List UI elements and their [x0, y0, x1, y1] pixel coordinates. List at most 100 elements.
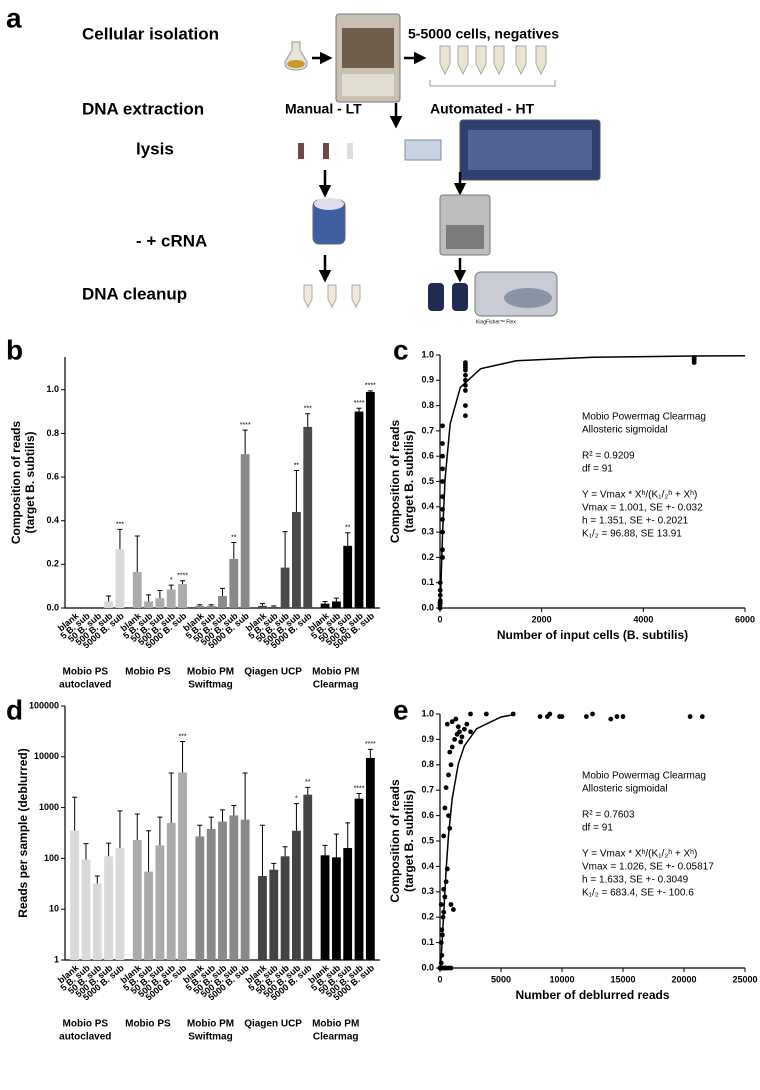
- y-tick-label: 0.5: [421, 476, 434, 486]
- point: [438, 902, 444, 907]
- error-bar: [72, 796, 78, 831]
- bar: [343, 848, 353, 960]
- bar: [354, 798, 364, 960]
- point: [463, 413, 468, 419]
- bar: [104, 856, 114, 960]
- group-label: Mobio PM: [187, 1019, 234, 1030]
- annotation: Allosteric sigmoidal: [582, 425, 668, 436]
- bar: [115, 549, 125, 608]
- point: [439, 952, 445, 958]
- error-bar: [345, 822, 351, 849]
- point: [452, 737, 458, 742]
- bar: [195, 605, 205, 608]
- point: [510, 711, 516, 717]
- step-label: Cellular isolation: [82, 24, 219, 43]
- group-label: Mobio PM: [312, 1019, 359, 1030]
- magnetic-processor-bay: [446, 225, 484, 249]
- y-tick-label: 0.4: [421, 861, 434, 871]
- point: [457, 729, 462, 735]
- y-tick-label: 0.4: [421, 501, 434, 511]
- point: [451, 907, 456, 912]
- point: [453, 716, 459, 722]
- error-bar: [94, 875, 100, 884]
- error-bar: [117, 528, 123, 550]
- y-tick-label: 1: [54, 954, 59, 964]
- x-tick-label: 6000: [735, 614, 755, 624]
- x-tick-label: 25000: [732, 974, 757, 984]
- x-axis-label: Number of deblurred reads: [515, 988, 669, 1002]
- point: [584, 714, 589, 719]
- point: [440, 914, 446, 920]
- point: [463, 403, 468, 408]
- group-label: Mobio PM: [312, 667, 359, 678]
- x-tick-label: 2000: [532, 614, 552, 624]
- bar: [144, 871, 153, 960]
- step-label: lysis: [136, 139, 174, 158]
- error-bar: [259, 603, 265, 606]
- point: [440, 555, 445, 560]
- error-bar: [305, 786, 311, 795]
- error-bar: [356, 407, 362, 412]
- flask-liquid: [287, 60, 305, 68]
- point: [447, 825, 453, 831]
- panel-label: b: [6, 334, 23, 365]
- point: [614, 714, 620, 719]
- y-axis-label: (target B. subtilis): [23, 431, 37, 533]
- error-bar: [322, 844, 328, 856]
- branch-label: Automated - HT: [430, 101, 535, 117]
- y-tick-label: 0.0: [421, 602, 434, 612]
- significance: ****: [177, 573, 188, 580]
- annotation: K₁/₂ = 683.4, SE +- 100.6: [582, 888, 694, 899]
- point: [608, 716, 614, 722]
- group-label: Mobio PS: [125, 1019, 171, 1030]
- annotation: Allosteric sigmoidal: [582, 784, 668, 795]
- point: [444, 866, 450, 872]
- annotation: R² = 0.9209: [582, 451, 635, 462]
- bar: [240, 819, 250, 960]
- point: [442, 805, 448, 811]
- annotation: h = 1.351, SE +- 0.2021: [582, 516, 689, 527]
- annotation: Vmax = 1.026, SE +- 0.05817: [582, 862, 714, 873]
- bar: [258, 605, 267, 608]
- bar: [195, 836, 205, 960]
- point: [437, 600, 443, 606]
- point: [440, 547, 445, 553]
- point: [440, 479, 445, 484]
- error-bar: [271, 862, 277, 870]
- group-label: Mobio PS: [125, 667, 171, 678]
- point: [440, 466, 445, 472]
- significance: ****: [354, 785, 365, 792]
- y-tick-label: 1000: [39, 802, 59, 812]
- bar: [292, 830, 301, 960]
- sorter-base: [342, 74, 394, 96]
- branch-label: Manual - LT: [285, 101, 362, 117]
- point: [547, 711, 553, 717]
- cleanup-tubes: [303, 284, 361, 309]
- y-axis-label: Composition of reads: [9, 421, 23, 545]
- point: [441, 886, 447, 892]
- significance: ****: [365, 383, 376, 390]
- group-label: Clearmag: [313, 1032, 359, 1043]
- point: [446, 772, 451, 778]
- error-bar: [220, 587, 225, 596]
- group-label: Clearmag: [313, 680, 359, 691]
- bar: [104, 601, 114, 608]
- point: [463, 377, 468, 383]
- significance: ***: [178, 733, 186, 740]
- error-bar: [282, 531, 288, 568]
- significance: *: [170, 577, 173, 584]
- y-axis-label: (target B. subtilis): [402, 430, 416, 532]
- point: [441, 909, 447, 915]
- bar: [343, 545, 353, 608]
- point: [441, 833, 447, 839]
- group-label: autoclaved: [59, 1032, 111, 1043]
- error-bar: [259, 824, 265, 877]
- instrument-label: KingFisher™ Flex: [476, 319, 516, 325]
- annotation: Mobio Powermag Clearmag: [582, 771, 706, 782]
- annotation: df = 91: [582, 464, 613, 475]
- bar: [81, 859, 91, 960]
- error-bar: [231, 542, 237, 559]
- bar: [92, 883, 102, 960]
- group-label: Swiftmag: [188, 1032, 232, 1043]
